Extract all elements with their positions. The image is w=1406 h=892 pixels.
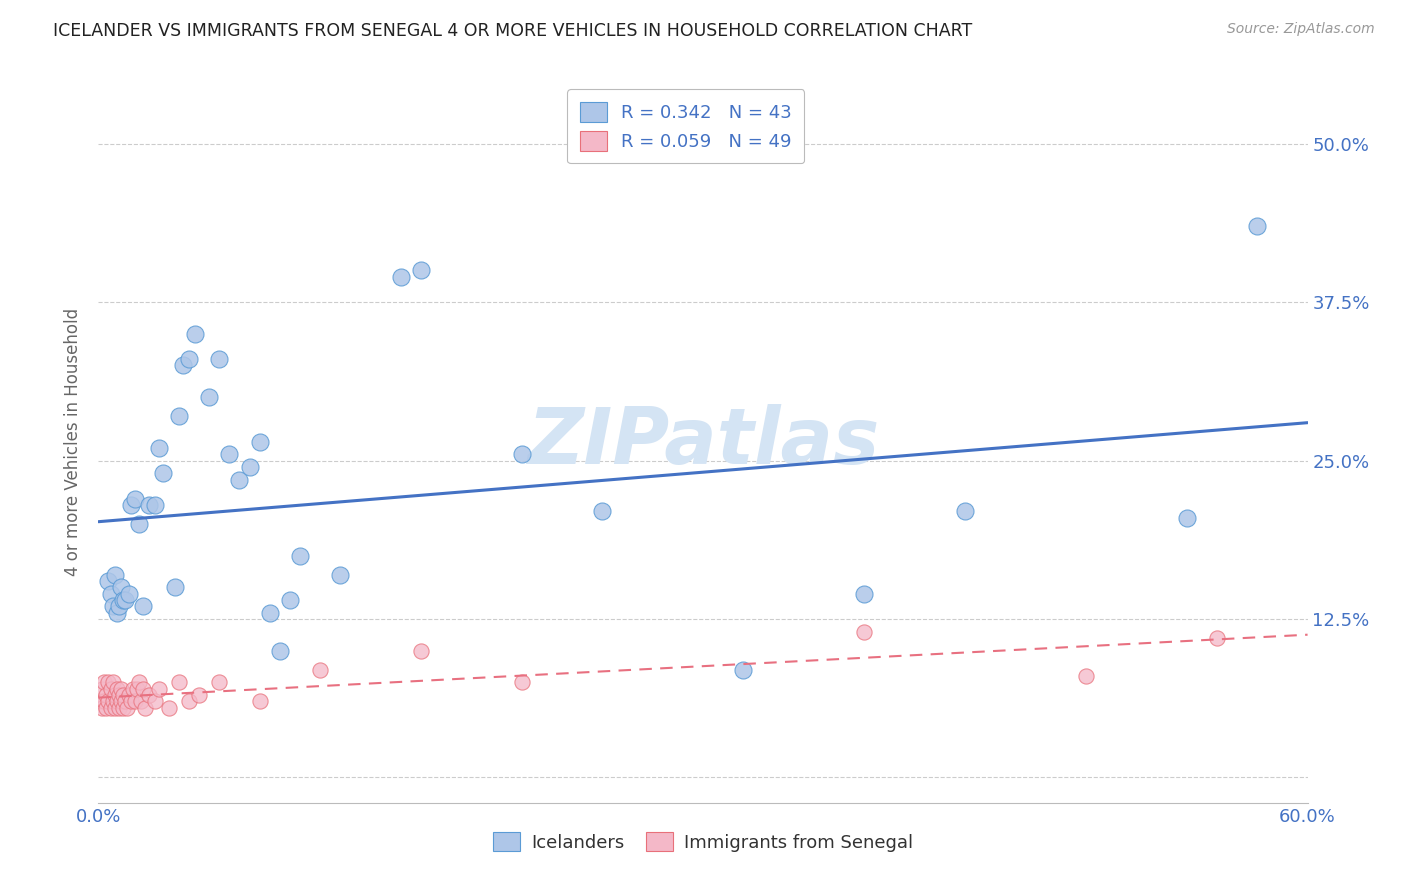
Point xyxy=(389,269,412,284)
Point xyxy=(167,409,190,424)
Point xyxy=(107,599,129,614)
Point xyxy=(249,694,271,708)
Point xyxy=(111,688,134,702)
Point xyxy=(118,688,141,702)
Point xyxy=(309,663,332,677)
Point xyxy=(167,675,190,690)
Point xyxy=(853,624,876,639)
Point xyxy=(228,473,250,487)
Point xyxy=(91,700,114,714)
Point xyxy=(188,688,211,702)
Point xyxy=(510,447,533,461)
Point xyxy=(163,580,186,594)
Point xyxy=(152,467,174,481)
Point xyxy=(198,390,221,404)
Point xyxy=(125,681,148,696)
Point xyxy=(129,694,152,708)
Point xyxy=(111,593,134,607)
Point xyxy=(114,593,136,607)
Point xyxy=(110,580,132,594)
Point xyxy=(132,599,155,614)
Point xyxy=(1175,510,1198,524)
Point xyxy=(128,675,150,690)
Point xyxy=(114,694,136,708)
Point xyxy=(409,643,432,657)
Point xyxy=(278,593,301,607)
Point xyxy=(101,694,124,708)
Point xyxy=(288,549,311,563)
Point xyxy=(100,681,122,696)
Point xyxy=(1074,669,1097,683)
Point xyxy=(107,688,129,702)
Point xyxy=(91,681,114,696)
Point xyxy=(118,587,141,601)
Point xyxy=(853,587,876,601)
Legend: Icelanders, Immigrants from Senegal: Icelanders, Immigrants from Senegal xyxy=(486,824,920,859)
Text: Source: ZipAtlas.com: Source: ZipAtlas.com xyxy=(1227,22,1375,37)
Point xyxy=(172,359,194,373)
Point xyxy=(269,643,291,657)
Point xyxy=(179,694,201,708)
Point xyxy=(208,352,231,367)
Point xyxy=(138,498,160,512)
Point xyxy=(111,700,134,714)
Point xyxy=(103,688,125,702)
Point xyxy=(239,459,262,474)
Point xyxy=(103,700,125,714)
Point xyxy=(105,694,128,708)
Point xyxy=(124,491,146,506)
Point xyxy=(134,700,156,714)
Point xyxy=(105,606,128,620)
Point xyxy=(96,688,118,702)
Point xyxy=(97,694,120,708)
Point xyxy=(100,700,122,714)
Point xyxy=(100,587,122,601)
Point xyxy=(143,498,166,512)
Point xyxy=(120,498,142,512)
Point xyxy=(953,504,976,518)
Point xyxy=(97,675,120,690)
Point xyxy=(121,681,143,696)
Point xyxy=(110,681,132,696)
Text: ZIPatlas: ZIPatlas xyxy=(527,403,879,480)
Point xyxy=(329,567,352,582)
Point xyxy=(148,441,170,455)
Y-axis label: 4 or more Vehicles in Household: 4 or more Vehicles in Household xyxy=(65,308,83,575)
Point xyxy=(96,700,118,714)
Point xyxy=(101,599,124,614)
Point xyxy=(184,326,207,341)
Point xyxy=(208,675,231,690)
Point xyxy=(103,567,125,582)
Point xyxy=(107,700,129,714)
Point xyxy=(733,663,755,677)
Point xyxy=(409,263,432,277)
Point xyxy=(101,675,124,690)
Point xyxy=(1246,219,1268,233)
Point xyxy=(138,688,160,702)
Point xyxy=(120,694,142,708)
Point xyxy=(591,504,613,518)
Point xyxy=(105,681,128,696)
Point xyxy=(1206,631,1229,645)
Point xyxy=(179,352,201,367)
Point xyxy=(93,694,115,708)
Point xyxy=(218,447,240,461)
Point xyxy=(148,681,170,696)
Point xyxy=(259,606,281,620)
Point xyxy=(110,694,132,708)
Point xyxy=(124,694,146,708)
Point xyxy=(128,516,150,531)
Point xyxy=(132,681,155,696)
Point xyxy=(249,434,271,449)
Point xyxy=(89,694,111,708)
Text: ICELANDER VS IMMIGRANTS FROM SENEGAL 4 OR MORE VEHICLES IN HOUSEHOLD CORRELATION: ICELANDER VS IMMIGRANTS FROM SENEGAL 4 O… xyxy=(53,22,973,40)
Point xyxy=(143,694,166,708)
Point xyxy=(97,574,120,588)
Point xyxy=(510,675,533,690)
Point xyxy=(157,700,180,714)
Point xyxy=(93,675,115,690)
Point xyxy=(115,700,138,714)
